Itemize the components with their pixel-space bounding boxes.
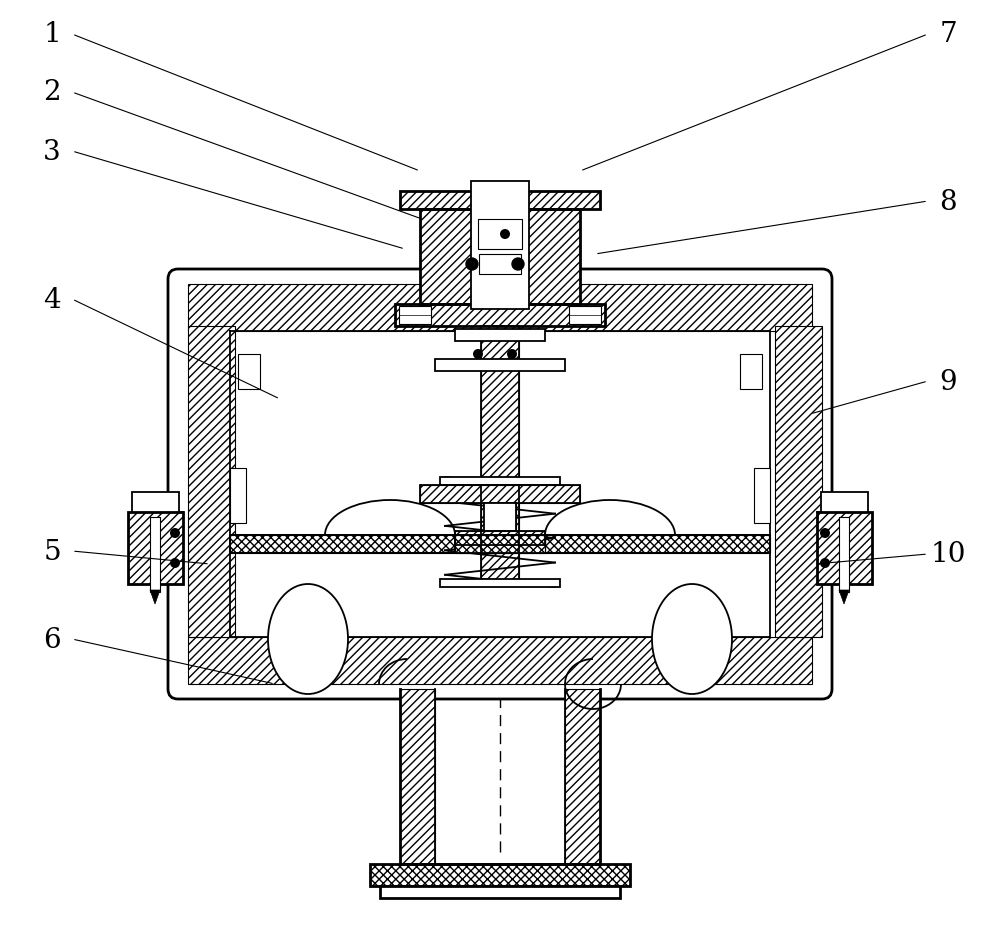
- Bar: [238, 355, 260, 389]
- Bar: [128, 512, 183, 585]
- Bar: [754, 468, 770, 524]
- Bar: [370, 864, 630, 886]
- Bar: [230, 331, 770, 637]
- Bar: [545, 535, 770, 553]
- Polygon shape: [839, 590, 849, 605]
- Circle shape: [170, 559, 180, 568]
- Bar: [420, 209, 580, 305]
- Bar: [188, 637, 812, 684]
- Text: 10: 10: [930, 541, 966, 568]
- Bar: [569, 307, 601, 325]
- Bar: [420, 486, 580, 504]
- Circle shape: [170, 528, 180, 539]
- Polygon shape: [150, 590, 160, 605]
- Bar: [188, 285, 812, 331]
- Text: 3: 3: [43, 138, 61, 166]
- Circle shape: [507, 349, 517, 360]
- Bar: [420, 209, 580, 305]
- Bar: [455, 329, 545, 342]
- Bar: [481, 327, 519, 583]
- Bar: [479, 255, 521, 275]
- Circle shape: [473, 349, 483, 360]
- Bar: [230, 535, 455, 553]
- Text: 5: 5: [43, 538, 61, 565]
- Bar: [150, 518, 160, 592]
- Bar: [484, 504, 516, 531]
- Bar: [440, 478, 560, 486]
- Bar: [478, 220, 522, 249]
- Bar: [481, 327, 519, 583]
- Bar: [455, 531, 545, 545]
- Text: 2: 2: [43, 79, 61, 107]
- Bar: [455, 535, 545, 553]
- Circle shape: [820, 559, 830, 568]
- Ellipse shape: [652, 585, 732, 694]
- Bar: [455, 531, 545, 545]
- Circle shape: [512, 259, 524, 270]
- Bar: [395, 305, 605, 327]
- Bar: [400, 689, 435, 864]
- Ellipse shape: [268, 585, 348, 694]
- Bar: [740, 355, 762, 389]
- Bar: [545, 535, 770, 553]
- Bar: [188, 327, 235, 637]
- Text: 1: 1: [43, 22, 61, 49]
- Bar: [839, 518, 849, 592]
- Bar: [435, 360, 565, 371]
- Bar: [455, 535, 545, 553]
- Bar: [380, 886, 620, 898]
- Text: 4: 4: [43, 287, 61, 313]
- Bar: [484, 504, 516, 531]
- Bar: [821, 492, 868, 512]
- Bar: [395, 305, 605, 327]
- Text: 8: 8: [939, 188, 957, 215]
- Bar: [128, 512, 183, 585]
- Text: 7: 7: [939, 22, 957, 49]
- Circle shape: [466, 259, 478, 270]
- Bar: [420, 486, 580, 504]
- Bar: [370, 864, 630, 886]
- FancyBboxPatch shape: [168, 269, 832, 700]
- Circle shape: [500, 229, 510, 240]
- Bar: [399, 307, 431, 325]
- Text: 6: 6: [43, 625, 61, 653]
- Bar: [440, 580, 560, 587]
- Bar: [230, 535, 455, 553]
- Bar: [400, 191, 600, 209]
- Bar: [471, 182, 529, 309]
- Bar: [230, 468, 246, 524]
- Bar: [817, 512, 872, 585]
- Bar: [132, 492, 179, 512]
- Bar: [817, 512, 872, 585]
- Bar: [775, 327, 822, 637]
- Bar: [565, 689, 600, 864]
- Text: 9: 9: [939, 368, 957, 395]
- Bar: [400, 191, 600, 209]
- Circle shape: [820, 528, 830, 539]
